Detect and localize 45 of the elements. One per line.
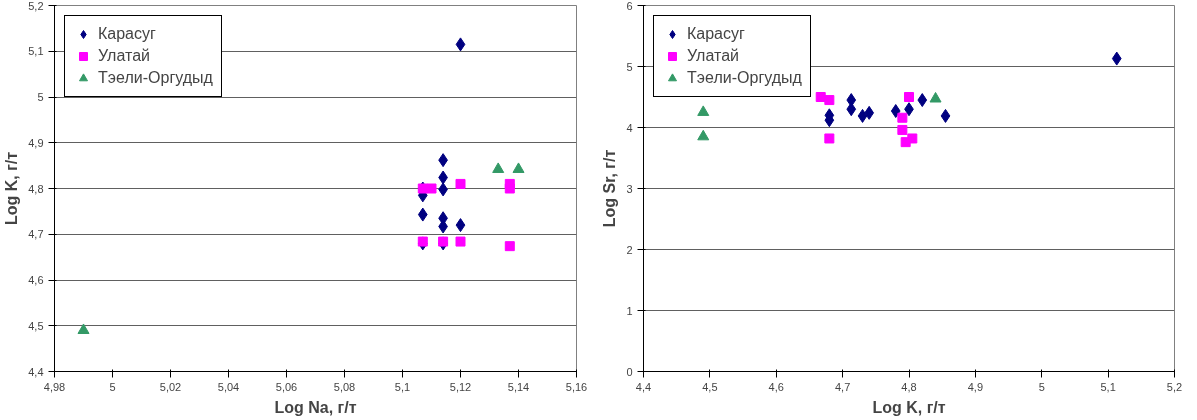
x-tick-label: 5 (109, 380, 116, 393)
x-axis-title: Log Na, г/т (274, 398, 357, 416)
y-axis-title: Log K, г/т (3, 151, 21, 226)
y-tick-label: 4,5 (28, 319, 44, 332)
y-tick-label: 5,1 (28, 45, 44, 58)
legend-label: Тэели-Оргудыд (687, 69, 802, 87)
y-tick-label: 6 (626, 0, 633, 12)
x-tick-label: 5,02 (159, 380, 182, 393)
x-tick-label: 5 (1038, 380, 1045, 393)
x-tick-label: 4,98 (43, 380, 66, 393)
x-tick-label: 4,6 (768, 380, 784, 393)
y-tick-label: 5 (37, 91, 44, 103)
x-tick-label: 4,8 (901, 380, 917, 393)
x-tick-label: 4,5 (702, 380, 718, 393)
y-tick-label: 5 (626, 60, 633, 73)
y-tick-label: 4,9 (28, 136, 44, 149)
y-tick-label: 4,6 (28, 274, 44, 286)
y-tick-label: 4,4 (28, 365, 44, 378)
legend-label: Улатай (98, 47, 150, 65)
y-tick-label: 1 (626, 304, 633, 317)
y-tick-label: 5,2 (28, 0, 44, 12)
x-tick-label: 5,1 (1100, 380, 1116, 393)
y-tick-label: 2 (626, 243, 633, 256)
x-tick-label: 4,7 (834, 380, 851, 393)
x-axis-title: Log K, г/т (872, 398, 946, 416)
x-tick-label: 4,4 (635, 380, 652, 393)
y-tick-label: 4,7 (28, 228, 44, 241)
y-tick-label: 0 (626, 365, 633, 378)
x-tick-label: 5,08 (333, 380, 356, 393)
x-tick-label: 5,2 (1166, 380, 1183, 393)
x-tick-label: 5,16 (565, 380, 588, 393)
legend-label: Карасуг (687, 25, 745, 43)
legend-label: Улатай (687, 47, 739, 65)
y-tick-label: 3 (626, 182, 633, 195)
y-axis-title: Log Sr, г/т (601, 149, 619, 228)
legend-label: Карасуг (98, 25, 156, 43)
x-tick-label: 5,1 (394, 380, 411, 393)
x-tick-label: 5,14 (507, 380, 530, 393)
x-tick-label: 5,04 (217, 380, 240, 393)
y-tick-label: 4 (626, 121, 633, 134)
legend-label: Тэели-Оргудыд (98, 69, 213, 87)
y-tick-label: 4,8 (28, 182, 44, 195)
x-tick-label: 5,12 (449, 380, 472, 393)
x-tick-label: 5,06 (275, 380, 298, 393)
x-tick-label: 4,9 (967, 380, 984, 393)
